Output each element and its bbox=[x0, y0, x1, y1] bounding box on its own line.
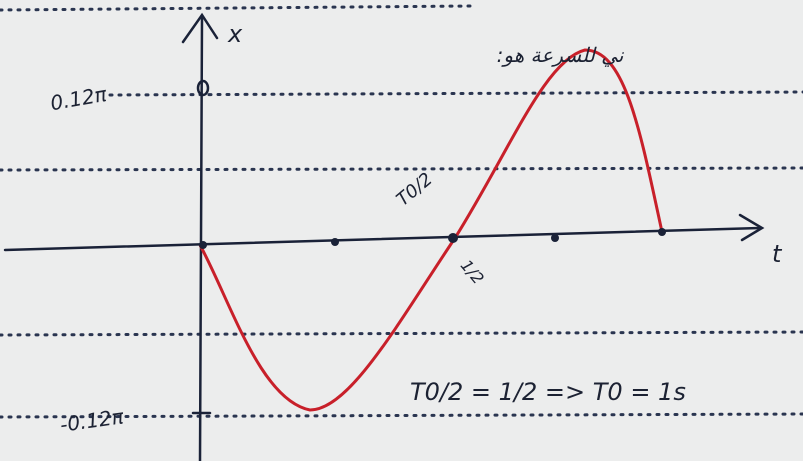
y-axis-label: x bbox=[227, 20, 243, 48]
page: x t 0.12π -0.12π ني للسرعة هو: T0/2 1/2 … bbox=[0, 0, 803, 461]
notebook-sketch: x t 0.12π -0.12π ني للسرعة هو: T0/2 1/2 … bbox=[0, 0, 803, 461]
heading-text: ني للسرعة هو: bbox=[497, 43, 625, 67]
equation: T0/2 = 1/2 => T0 = 1s bbox=[410, 378, 686, 406]
x-axis-label: t bbox=[772, 240, 783, 268]
